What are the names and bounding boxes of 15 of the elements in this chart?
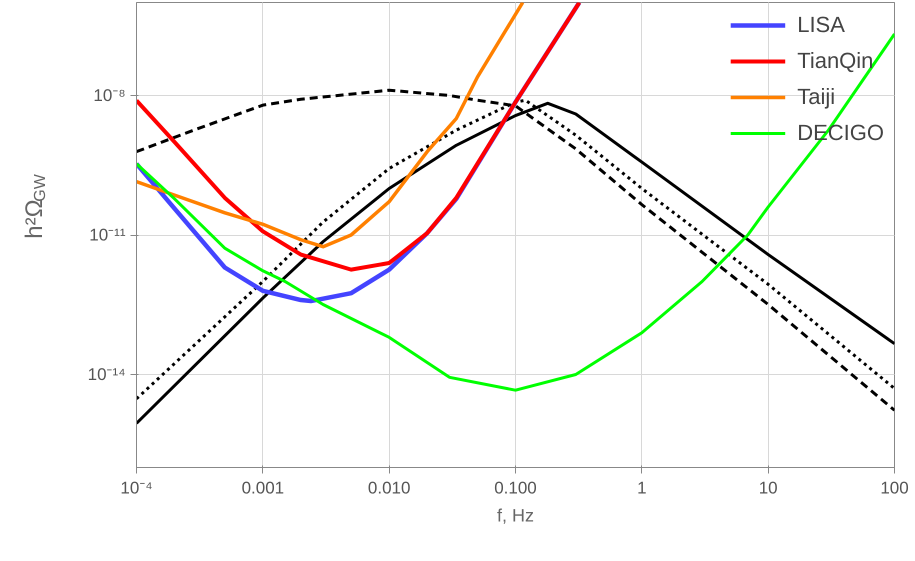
x-tick-label: 1: [637, 478, 647, 498]
x-axis-title: f, Hz: [497, 506, 534, 526]
legend-label: Taiji: [797, 84, 836, 110]
y-tick-label: 10⁻⁸: [93, 86, 126, 105]
y-axis-title: h²ΩGW: [21, 173, 49, 239]
x-tick-label: 100: [880, 478, 909, 498]
x-tick-label: 0.010: [368, 478, 410, 498]
x-tick-label: 0.100: [494, 478, 537, 498]
y-tick-label: 10⁻¹¹: [89, 226, 126, 244]
x-tick-label: 10: [758, 478, 778, 498]
x-tick-label: 10⁻⁴: [120, 478, 153, 498]
x-tick-label: 0.001: [242, 478, 284, 498]
legend-label: TianQin: [797, 48, 874, 74]
legend-label: LISA: [797, 12, 845, 38]
y-tick-label: 10⁻¹⁴: [88, 365, 126, 384]
